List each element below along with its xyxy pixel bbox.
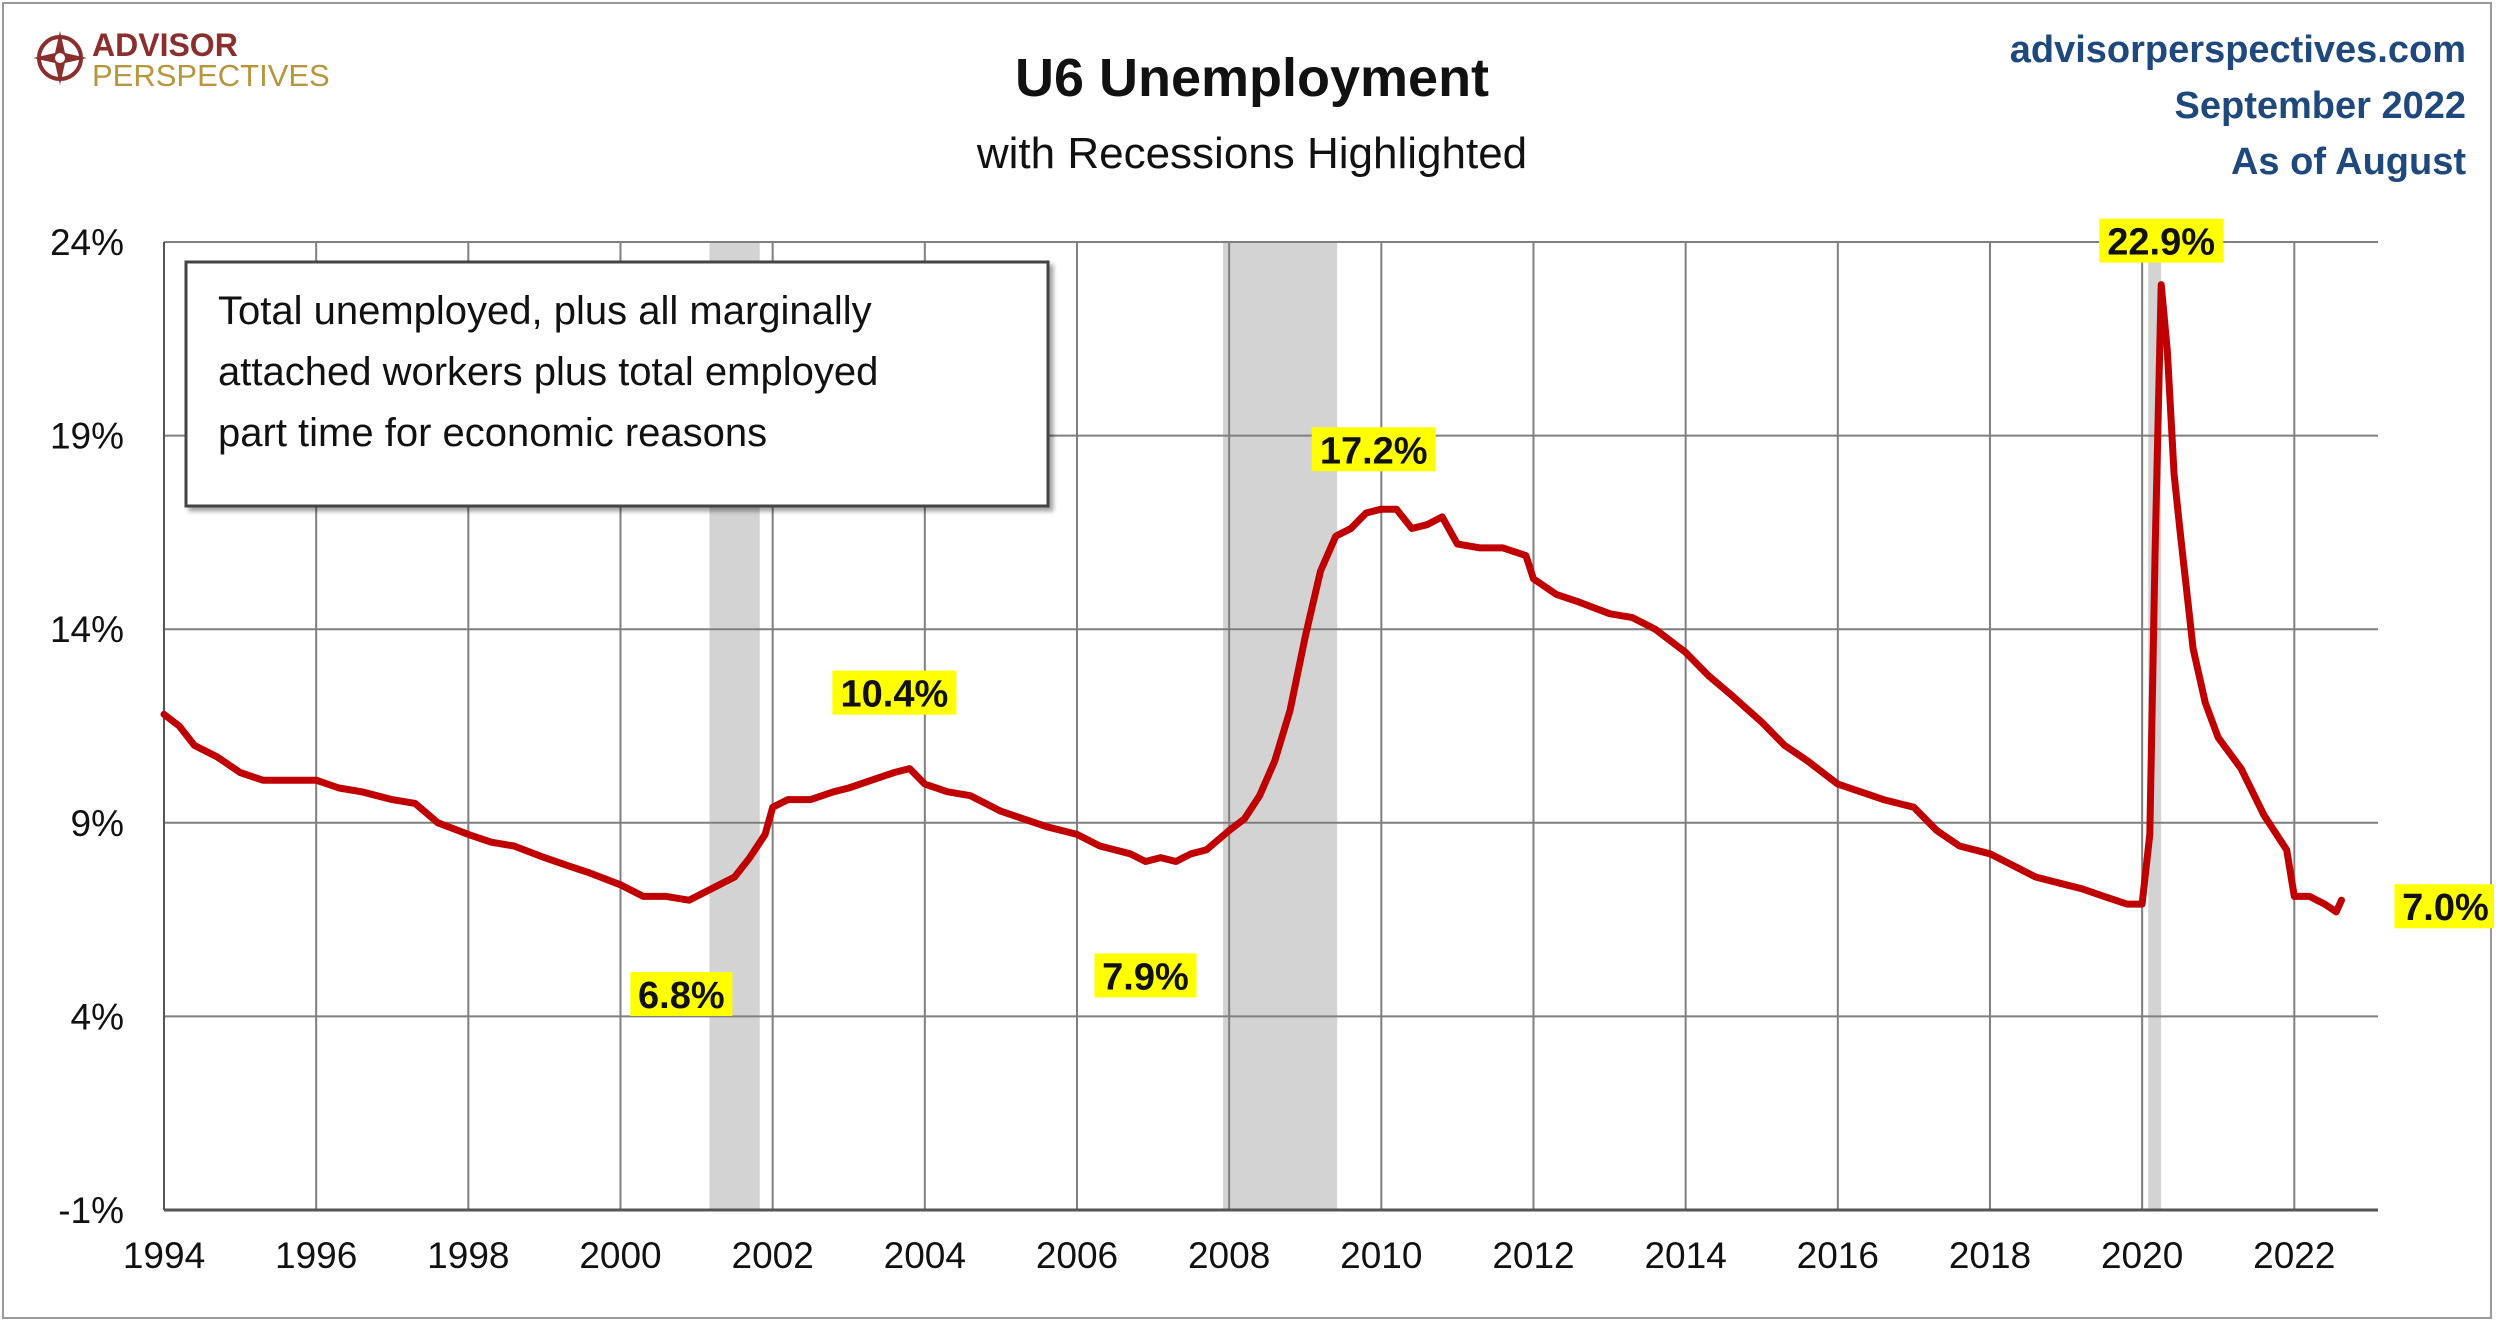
x-tick-label: 2022 [2253, 1235, 2335, 1276]
x-tick-label: 2010 [1340, 1235, 1422, 1276]
value-label-text: 7.9% [1102, 956, 1189, 998]
axes: -1% 4% 9% 14% 19% 24% 1994 1996 1998 2000 2002 2004… [50, 222, 2378, 1276]
source-asof: As of August [2231, 141, 2466, 183]
note-line-3: part time for economic reasons [218, 411, 767, 455]
recession-band-2 [1223, 242, 1338, 1210]
definition-note: Total unemployed, plus all marginally at… [184, 260, 1050, 508]
note-line-1: Total unemployed, plus all marginally [218, 289, 872, 333]
x-tick-label: 2004 [884, 1235, 966, 1276]
value-label-text: 10.4% [841, 674, 949, 716]
y-tick-label: 14% [50, 609, 124, 650]
x-tick-label: 1996 [275, 1235, 357, 1276]
x-tick-label: 1994 [123, 1235, 205, 1276]
value-label-text: 17.2% [1320, 430, 1428, 472]
x-tick-label: 2020 [2101, 1235, 2183, 1276]
value-label-bg [2394, 884, 2494, 929]
chart-title: U6 Unemployment [1015, 48, 1489, 108]
note-line-2: attached workers plus total employed [218, 350, 878, 394]
x-tick-label: 2018 [1949, 1235, 2031, 1276]
value-label-bg [2099, 218, 2224, 263]
value-label-bg [1094, 953, 1197, 998]
source-date: September 2022 [2175, 85, 2467, 127]
value-label-bg [630, 971, 733, 1016]
y-tick-label: 4% [71, 996, 124, 1037]
value-label: 17.2% [1311, 427, 1436, 472]
value-label: 7.9% [1094, 953, 1197, 998]
y-tick-label: -1% [58, 1190, 124, 1231]
value-label: 22.9% [2099, 218, 2224, 264]
logo-line2: PERSPECTIVES [92, 58, 330, 93]
y-tick-label: 19% [50, 416, 124, 457]
x-tick-label: 2002 [732, 1235, 814, 1276]
y-tick-label: 24% [50, 222, 124, 263]
x-tick-label: 2014 [1644, 1235, 1726, 1276]
value-labels: 6.8% 10.4% 7.9% 17.2% 22.9% 7.0% [630, 218, 2494, 1017]
recession-bands [709, 242, 2162, 1210]
series-lines [160, 281, 2345, 916]
x-tick-label: 2008 [1188, 1235, 1270, 1276]
chart-subtitle: with Recessions Highlighted [976, 129, 1527, 178]
x-tick-label: 2000 [579, 1235, 661, 1276]
note-box [184, 260, 1050, 508]
value-label-text: 6.8% [638, 975, 725, 1017]
value-label-bg [832, 670, 957, 715]
advisor-perspectives-logo: ADVISOR PERSPECTIVES [33, 27, 330, 93]
logo-line1: ADVISOR [92, 27, 238, 63]
source-site: advisorperspectives.com [2010, 29, 2466, 71]
series-line-u6 [160, 281, 2345, 916]
x-tick-label: 1998 [427, 1235, 509, 1276]
value-label: 7.0% [2394, 884, 2494, 929]
value-label-text: 22.9% [2107, 222, 2215, 264]
x-tick-label: 2016 [1797, 1235, 1879, 1276]
chart-svg: ADVISOR PERSPECTIVES U6 Unemployment wit… [33, 27, 2494, 1276]
value-label: 6.8% [630, 971, 733, 1017]
compass-rose-icon [33, 31, 87, 85]
value-label-bg [1311, 427, 1436, 472]
y-tick-label: 9% [71, 803, 124, 844]
value-label: 10.4% [832, 670, 957, 716]
x-tick-label: 2012 [1492, 1235, 1574, 1276]
x-tick-label: 2006 [1036, 1235, 1118, 1276]
value-label-text: 7.0% [2402, 887, 2489, 929]
